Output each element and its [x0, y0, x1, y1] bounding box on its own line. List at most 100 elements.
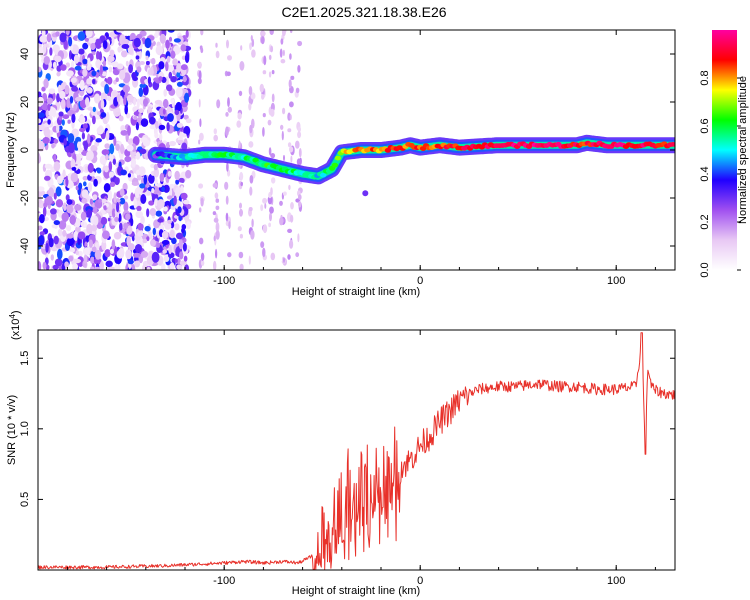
noise-blob: [149, 208, 157, 216]
noise-blob: [161, 230, 169, 239]
noise-blob: [161, 240, 170, 245]
noise-blob: [39, 214, 45, 224]
noise-blob: [89, 198, 94, 205]
noise-streak: [287, 254, 291, 260]
noise-blob: [92, 206, 98, 214]
noise-blob: [152, 227, 156, 236]
noise-blob: [79, 128, 86, 132]
noise-blob: [136, 200, 141, 206]
y-tick-label: 20: [19, 96, 31, 108]
noise-blob: [50, 208, 57, 215]
noise-streak: [270, 153, 276, 159]
ridge-tail: [362, 190, 369, 197]
noise-blob: [82, 123, 88, 129]
noise-blob: [119, 69, 126, 80]
noise-streak: [251, 38, 255, 48]
noise-blob: [138, 87, 144, 97]
noise-streak: [268, 147, 272, 156]
noise-blob: [176, 71, 181, 78]
noise-blob: [117, 46, 122, 53]
noise-blob: [161, 186, 166, 192]
noise-streak: [248, 141, 254, 148]
noise-blob: [100, 209, 106, 215]
noise-streak: [262, 247, 266, 258]
noise-streak: [215, 50, 220, 59]
noise-streak: [261, 93, 265, 100]
noise-blob: [91, 70, 97, 77]
noise-blob: [105, 154, 109, 161]
noise-streak: [263, 55, 267, 66]
noise-blob: [184, 53, 190, 64]
noise-blob: [185, 118, 192, 124]
noise-blob: [151, 251, 160, 263]
noise-blob: [119, 197, 126, 205]
y-tick-label: 40: [19, 48, 31, 60]
noise-blob: [101, 240, 107, 251]
noise-blob: [124, 86, 128, 98]
snr-y-scale-exponent: 4: [8, 314, 17, 319]
noise-blob: [162, 108, 166, 115]
y-tick-label: 0: [19, 147, 31, 153]
noise-blob: [80, 211, 87, 221]
noise-streak: [262, 126, 265, 137]
noise-blob: [134, 244, 143, 253]
noise-blob: [167, 170, 172, 177]
noise-blob: [146, 266, 151, 270]
noise-blob: [135, 169, 140, 176]
y-tick-label: 1.5: [19, 351, 31, 366]
noise-blob: [38, 66, 42, 73]
noise-blob: [87, 57, 91, 67]
noise-streak: [240, 181, 243, 187]
noise-blob: [167, 64, 174, 72]
noise-blob: [81, 198, 88, 204]
noise-blob: [68, 36, 73, 47]
noise-streak: [270, 108, 275, 117]
noise-streak: [269, 212, 272, 222]
noise-blob: [107, 55, 115, 63]
noise-blob: [166, 55, 171, 63]
noise-blob: [136, 205, 142, 212]
noise-blob: [132, 76, 139, 82]
noise-blob: [96, 126, 105, 135]
noise-blob: [109, 181, 116, 187]
noise-blob: [112, 158, 116, 165]
x-tick-label: -100: [213, 275, 235, 287]
noise-blob: [62, 229, 67, 237]
noise-blob: [157, 199, 165, 209]
noise-blob: [73, 231, 79, 241]
noise-blob: [180, 64, 188, 71]
noise-blob: [61, 212, 69, 222]
noise-streak: [238, 140, 241, 149]
noise-blob: [139, 61, 145, 65]
noise-blob: [159, 133, 163, 141]
noise-blob: [115, 77, 119, 82]
snr-y-ticks: 0.5 1.0 1.5: [19, 351, 675, 507]
noise-streak: [227, 55, 232, 61]
noise-streak: [287, 142, 292, 148]
noise-blob: [163, 89, 167, 97]
noise-blob: [72, 263, 78, 270]
noise-streak: [271, 177, 276, 184]
noise-blob: [47, 103, 51, 112]
noise-blob: [126, 112, 131, 119]
noise-blob: [42, 261, 47, 270]
noise-blob: [90, 42, 96, 51]
noise-blob: [182, 242, 187, 252]
noise-streak: [271, 70, 275, 75]
noise-blob: [120, 169, 127, 176]
noise-blob: [170, 204, 177, 210]
noise-blob: [94, 38, 103, 49]
noise-blob: [176, 122, 184, 128]
noise-blob: [170, 76, 177, 83]
noise-blob: [86, 209, 93, 218]
noise-blob: [158, 76, 163, 82]
noise-blob: [134, 187, 140, 198]
noise-blob: [183, 114, 189, 120]
noise-blob: [131, 181, 140, 186]
x-tick-label: 100: [607, 575, 625, 587]
noise-blob: [142, 238, 148, 244]
ridge-point: [334, 155, 342, 161]
noise-blob: [133, 252, 141, 258]
noise-blob: [133, 96, 137, 106]
noise-blob: [120, 129, 128, 136]
